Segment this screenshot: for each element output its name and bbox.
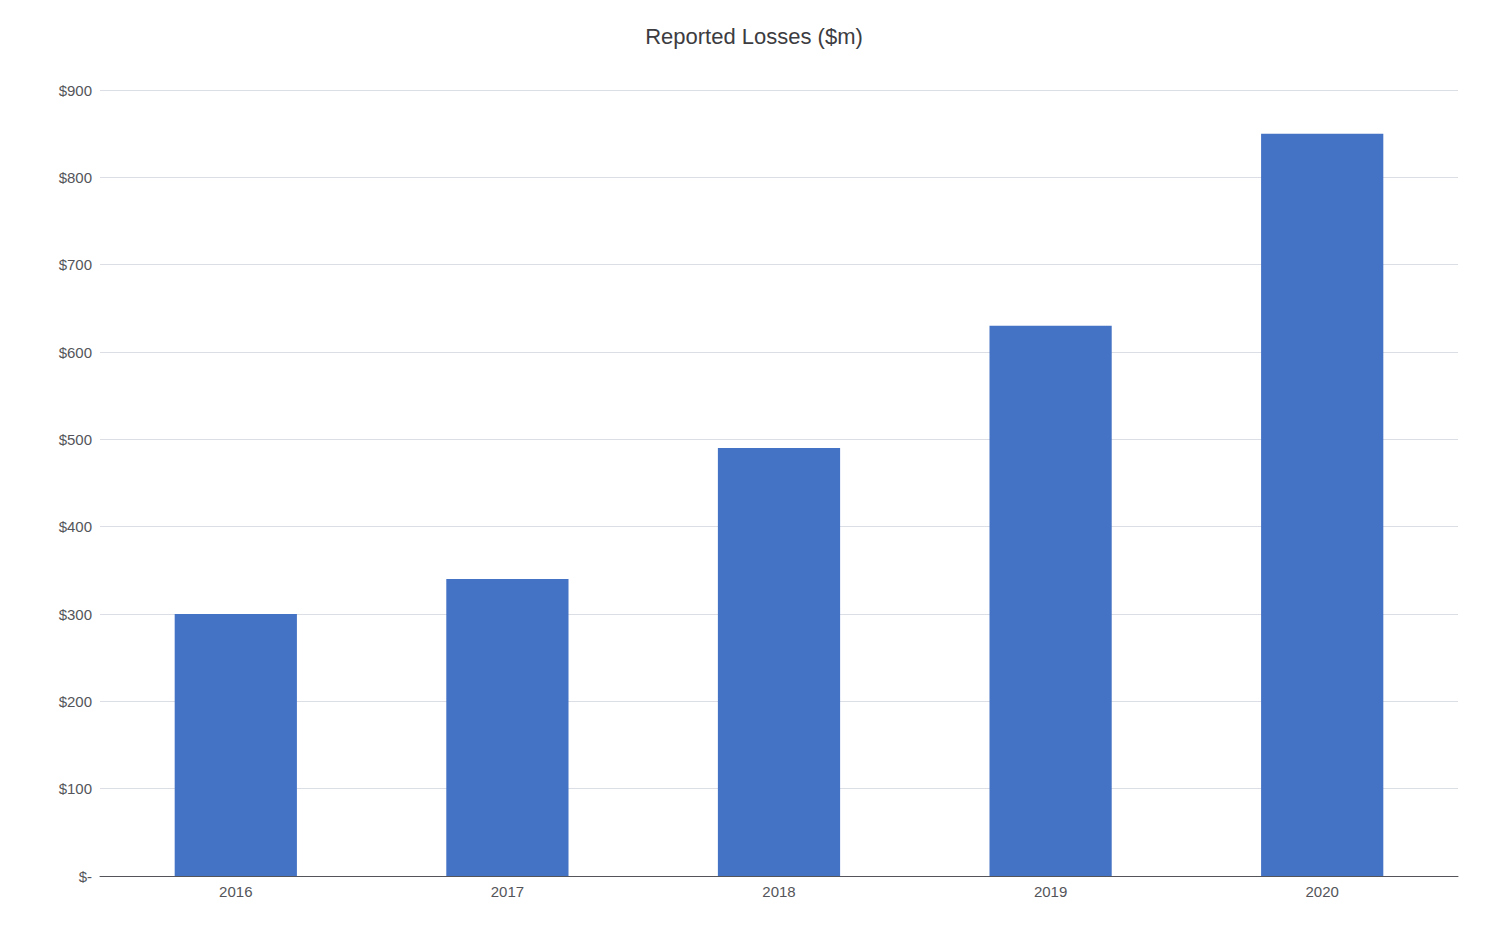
svg-text:2020: 2020	[1306, 883, 1339, 900]
svg-text:$800: $800	[59, 169, 92, 186]
svg-text:2019: 2019	[1034, 883, 1067, 900]
svg-text:$100: $100	[59, 780, 92, 797]
svg-text:2018: 2018	[762, 883, 795, 900]
svg-text:$500: $500	[59, 431, 92, 448]
svg-text:$600: $600	[59, 344, 92, 361]
svg-text:$200: $200	[59, 693, 92, 710]
svg-text:2017: 2017	[491, 883, 524, 900]
svg-text:$400: $400	[59, 518, 92, 535]
svg-text:Reported Losses ($m): Reported Losses ($m)	[645, 24, 863, 49]
svg-text:$-: $-	[79, 868, 92, 885]
svg-text:2016: 2016	[219, 883, 252, 900]
svg-text:$300: $300	[59, 606, 92, 623]
svg-text:$900: $900	[59, 82, 92, 99]
svg-text:$700: $700	[59, 256, 92, 273]
